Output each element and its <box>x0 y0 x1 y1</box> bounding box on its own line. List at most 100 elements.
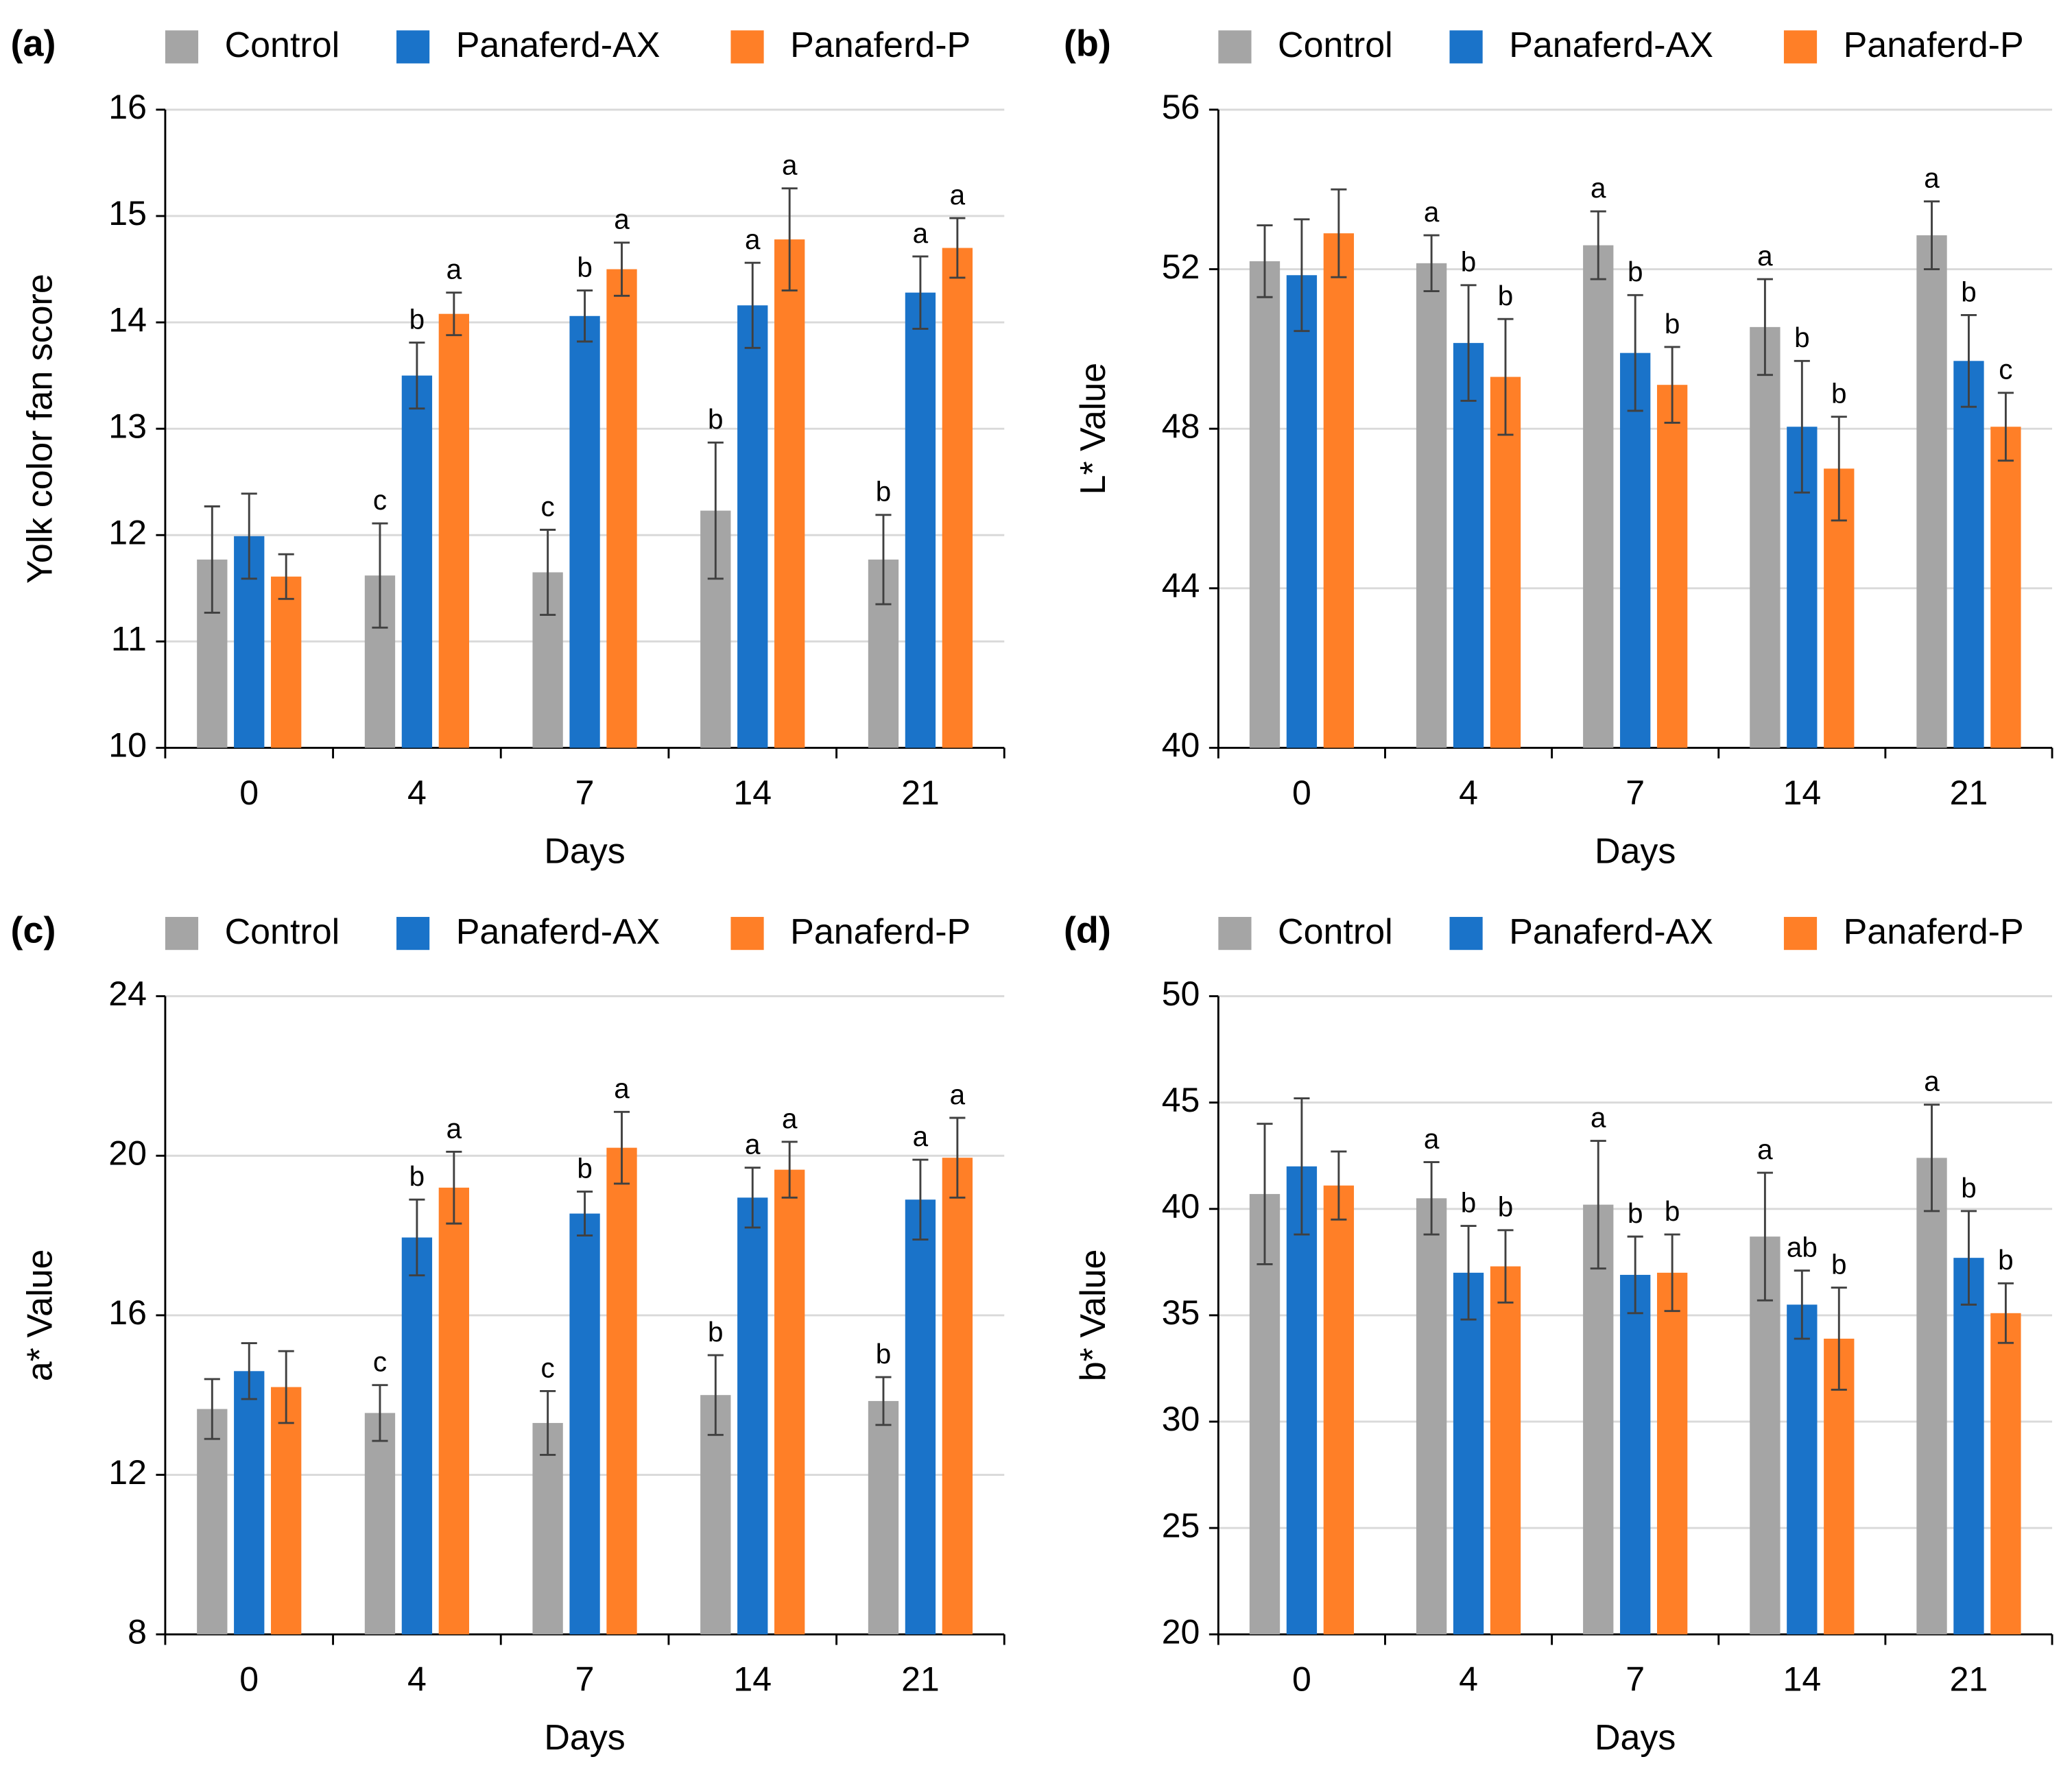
significance-letter: a <box>1424 196 1440 228</box>
significance-letter: a <box>1757 240 1773 272</box>
bar <box>1750 1236 1781 1635</box>
significance-letter: b <box>1498 1191 1513 1223</box>
y-tick-label: 11 <box>111 620 147 658</box>
bar <box>569 315 600 748</box>
legend-label: Panaferd-P <box>1844 25 2024 65</box>
significance-letter: b <box>1461 1186 1476 1218</box>
bar <box>606 269 637 748</box>
x-tick-label: 4 <box>1459 1660 1478 1699</box>
significance-letter: b <box>1628 256 1643 287</box>
bar <box>532 1422 563 1635</box>
significance-letter: b <box>876 1338 892 1370</box>
significance-letter: a <box>614 204 630 235</box>
bar <box>1953 361 1984 748</box>
x-axis-title: Days <box>1595 831 1676 871</box>
bar <box>1620 352 1651 748</box>
x-tick-label: 0 <box>1292 774 1311 812</box>
x-tick-label: 14 <box>733 1660 772 1699</box>
significance-letter: c <box>373 484 387 516</box>
y-tick-label: 20 <box>1162 1612 1200 1651</box>
significance-letter: b <box>1665 1195 1680 1227</box>
bar <box>1656 1272 1688 1635</box>
bar <box>1916 1158 1947 1635</box>
bar <box>1620 1274 1651 1635</box>
legend-label: Control <box>225 25 340 65</box>
significance-letter: b <box>1961 1172 1977 1204</box>
legend-swatch <box>1449 30 1483 64</box>
bar <box>1490 376 1521 748</box>
y-tick-label: 44 <box>1162 566 1200 605</box>
bar <box>1583 245 1614 748</box>
legend-label: Panaferd-AX <box>1509 912 1713 952</box>
bar <box>1416 1198 1447 1635</box>
bar <box>942 1158 973 1635</box>
y-tick-label: 40 <box>1162 1187 1200 1226</box>
significance-letter: a <box>950 1079 966 1110</box>
significance-letter: b <box>409 303 425 335</box>
x-tick-label: 7 <box>1626 774 1645 812</box>
bar <box>737 305 768 748</box>
legend-swatch <box>165 30 199 64</box>
bar <box>1249 1194 1281 1635</box>
bar <box>1453 343 1484 748</box>
bar <box>401 375 433 748</box>
panel-label: (d) <box>1064 909 1111 951</box>
significance-letter: b <box>1498 280 1513 311</box>
significance-letter: b <box>409 1160 425 1192</box>
significance-letter: b <box>708 1316 724 1348</box>
bar <box>1416 263 1447 748</box>
x-axis-title: Days <box>544 1718 625 1758</box>
bar <box>737 1197 768 1635</box>
bar <box>569 1213 600 1635</box>
significance-letter: a <box>614 1073 630 1104</box>
panel-label: (c) <box>10 909 56 951</box>
significance-letter: b <box>577 251 593 283</box>
legend-swatch <box>1783 30 1818 64</box>
bar <box>774 239 805 748</box>
bar <box>1249 261 1281 748</box>
y-tick-label: 20 <box>108 1134 147 1172</box>
significance-letter: c <box>541 1352 555 1383</box>
x-tick-label: 4 <box>407 774 427 812</box>
x-tick-label: 21 <box>901 1660 940 1699</box>
bar <box>774 1169 805 1635</box>
y-tick-label: 56 <box>1162 88 1200 126</box>
y-axis-title: a* Value <box>20 1250 60 1382</box>
significance-letter: a <box>913 1121 929 1152</box>
significance-letter: b <box>1628 1197 1643 1229</box>
bar <box>1583 1204 1614 1635</box>
x-tick-label: 7 <box>1626 1660 1645 1699</box>
legend-label: Panaferd-P <box>790 912 970 952</box>
legend-label: Panaferd-P <box>1844 912 2024 952</box>
y-tick-label: 16 <box>108 1293 147 1332</box>
significance-letter: a <box>1424 1123 1440 1154</box>
legend-swatch <box>1218 917 1252 951</box>
y-axis-title: b* Value <box>1073 1250 1113 1382</box>
significance-letter: a <box>1924 163 1940 194</box>
legend-swatch <box>396 917 430 951</box>
legend-label: Panaferd-AX <box>1509 25 1713 65</box>
bar <box>1286 275 1318 748</box>
significance-letter: b <box>708 403 724 435</box>
significance-letter: b <box>1794 322 1810 353</box>
legend-swatch <box>165 917 199 951</box>
x-tick-label: 0 <box>239 1660 259 1699</box>
y-axis-title: L* Value <box>1073 363 1113 495</box>
legend-swatch <box>396 30 430 64</box>
bar <box>1453 1272 1484 1635</box>
y-tick-label: 48 <box>1162 407 1200 445</box>
legend-swatch <box>1218 30 1252 64</box>
y-tick-label: 24 <box>108 975 147 1013</box>
y-tick-label: 35 <box>1162 1293 1200 1332</box>
x-tick-label: 14 <box>733 774 772 812</box>
x-tick-label: 4 <box>1459 774 1478 812</box>
significance-letter: a <box>1591 1101 1606 1133</box>
significance-letter: b <box>1998 1244 2013 1276</box>
y-tick-label: 25 <box>1162 1506 1200 1544</box>
significance-letter: c <box>373 1346 387 1378</box>
significance-letter: a <box>1924 1066 1940 1097</box>
legend-label: Panaferd-P <box>790 25 970 65</box>
bar <box>197 1409 228 1635</box>
